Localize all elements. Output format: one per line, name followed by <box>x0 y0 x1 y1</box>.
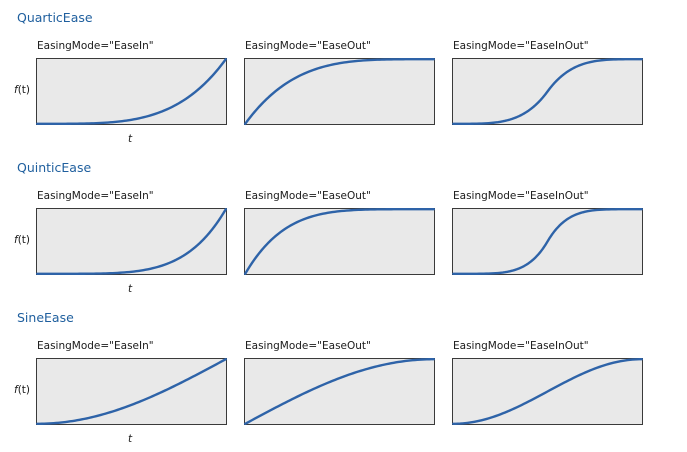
easing-curve <box>244 208 435 275</box>
y-axis-label-function: f <box>14 84 18 96</box>
section-title: QuinticEase <box>17 160 92 175</box>
easing-curve <box>452 208 643 275</box>
easing-curve <box>452 58 643 125</box>
ease-out-label: EasingMode="EaseOut" <box>245 340 371 352</box>
ease-in-out-plot <box>452 208 643 275</box>
ease-out-plot <box>244 358 435 425</box>
ease-in-out-label: EasingMode="EaseInOut" <box>453 40 589 52</box>
plot-frame <box>36 208 227 275</box>
quintic-ease-section: QuinticEase EasingMode="EaseIn" EasingMo… <box>0 150 687 300</box>
y-axis-label-argument: (t) <box>17 384 31 396</box>
easing-curve <box>36 208 227 275</box>
ease-out-plot <box>244 58 435 125</box>
ease-in-out-label: EasingMode="EaseInOut" <box>453 190 589 202</box>
ease-in-plot <box>36 58 227 125</box>
y-axis-label-argument: (t) <box>17 84 31 96</box>
plot-frame <box>244 58 435 125</box>
sine-ease-section: SineEase EasingMode="EaseIn" EasingMode=… <box>0 300 687 450</box>
easing-curve <box>244 358 435 425</box>
ease-in-label: EasingMode="EaseIn" <box>37 190 154 202</box>
x-axis-label: t <box>128 133 133 145</box>
ease-in-out-label: EasingMode="EaseInOut" <box>453 340 589 352</box>
section-title: QuarticEase <box>17 10 93 25</box>
ease-out-label: EasingMode="EaseOut" <box>245 40 371 52</box>
y-axis-label-function: f <box>14 234 18 246</box>
y-axis-label: f(t) <box>14 234 30 246</box>
y-axis-label-function: f <box>14 384 18 396</box>
y-axis-label: f(t) <box>14 84 30 96</box>
y-axis-label-argument: (t) <box>17 234 31 246</box>
x-axis-label: t <box>128 283 133 295</box>
ease-in-label: EasingMode="EaseIn" <box>37 340 154 352</box>
easing-curve <box>36 358 227 425</box>
ease-out-label: EasingMode="EaseOut" <box>245 190 371 202</box>
x-axis-label: t <box>128 433 133 445</box>
quartic-ease-section: QuarticEase EasingMode="EaseIn" EasingMo… <box>0 0 687 150</box>
easing-curve <box>36 58 227 125</box>
ease-in-label: EasingMode="EaseIn" <box>37 40 154 52</box>
section-title: SineEase <box>17 310 74 325</box>
ease-in-plot <box>36 208 227 275</box>
plot-frame <box>244 358 435 425</box>
plot-frame <box>36 58 227 125</box>
y-axis-label: f(t) <box>14 384 30 396</box>
plot-frame <box>36 358 227 425</box>
ease-in-out-plot <box>452 358 643 425</box>
easing-curve <box>244 58 435 125</box>
ease-in-plot <box>36 358 227 425</box>
plot-frame <box>244 208 435 275</box>
easing-curve <box>452 358 643 425</box>
ease-out-plot <box>244 208 435 275</box>
ease-in-out-plot <box>452 58 643 125</box>
